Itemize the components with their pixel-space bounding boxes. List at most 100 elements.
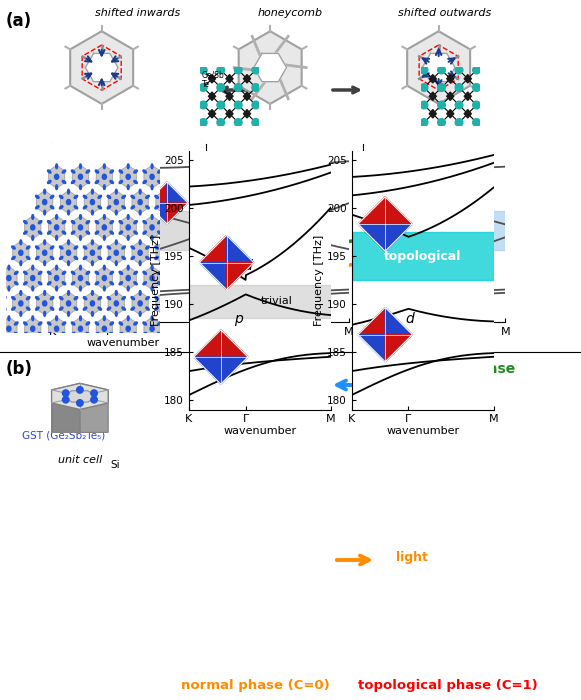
Y-axis label: Frequency [THz]: Frequency [THz] bbox=[151, 234, 162, 326]
Circle shape bbox=[31, 225, 35, 230]
Ellipse shape bbox=[143, 281, 146, 285]
Circle shape bbox=[455, 66, 463, 74]
X-axis label: wavenumber: wavenumber bbox=[398, 338, 471, 349]
Ellipse shape bbox=[86, 181, 89, 183]
Circle shape bbox=[252, 118, 260, 126]
Circle shape bbox=[66, 199, 71, 204]
Polygon shape bbox=[358, 335, 385, 362]
Polygon shape bbox=[447, 92, 454, 101]
Polygon shape bbox=[120, 267, 136, 289]
Polygon shape bbox=[464, 92, 471, 101]
Circle shape bbox=[31, 326, 35, 331]
Polygon shape bbox=[226, 110, 233, 118]
Circle shape bbox=[420, 118, 428, 126]
Ellipse shape bbox=[139, 189, 141, 194]
Circle shape bbox=[102, 225, 106, 230]
Circle shape bbox=[42, 199, 46, 204]
Y-axis label: frequency  (c/a): frequency (c/a) bbox=[12, 188, 21, 277]
Ellipse shape bbox=[103, 215, 105, 219]
Ellipse shape bbox=[44, 290, 46, 295]
Ellipse shape bbox=[27, 307, 30, 310]
Ellipse shape bbox=[155, 297, 159, 300]
Circle shape bbox=[234, 66, 242, 74]
Ellipse shape bbox=[122, 307, 125, 310]
Text: Ge/Sb
Te: Ge/Sb Te bbox=[202, 70, 224, 90]
Polygon shape bbox=[243, 110, 250, 118]
Polygon shape bbox=[88, 265, 109, 286]
Text: (b): (b) bbox=[6, 360, 33, 378]
Ellipse shape bbox=[119, 181, 123, 183]
Polygon shape bbox=[96, 216, 112, 239]
Ellipse shape bbox=[35, 297, 39, 300]
Circle shape bbox=[126, 276, 130, 281]
Ellipse shape bbox=[127, 337, 129, 342]
Ellipse shape bbox=[127, 185, 129, 190]
Text: C = 1: C = 1 bbox=[433, 158, 467, 171]
Circle shape bbox=[90, 250, 95, 255]
Polygon shape bbox=[221, 330, 248, 357]
Ellipse shape bbox=[107, 307, 110, 310]
Bar bbox=[363, 211, 505, 249]
Circle shape bbox=[234, 84, 242, 92]
Ellipse shape bbox=[151, 215, 153, 219]
Ellipse shape bbox=[38, 322, 42, 325]
Polygon shape bbox=[52, 384, 80, 433]
Ellipse shape bbox=[80, 185, 81, 190]
Ellipse shape bbox=[139, 210, 141, 215]
Circle shape bbox=[234, 101, 242, 109]
Circle shape bbox=[138, 301, 142, 306]
Ellipse shape bbox=[80, 164, 81, 169]
Ellipse shape bbox=[51, 195, 54, 198]
Ellipse shape bbox=[119, 281, 123, 285]
Circle shape bbox=[90, 301, 95, 306]
Ellipse shape bbox=[146, 206, 149, 209]
Ellipse shape bbox=[139, 312, 141, 316]
Ellipse shape bbox=[170, 246, 173, 249]
Circle shape bbox=[252, 101, 260, 109]
Ellipse shape bbox=[122, 206, 125, 209]
Ellipse shape bbox=[62, 332, 66, 335]
Polygon shape bbox=[70, 32, 133, 104]
Polygon shape bbox=[120, 216, 136, 239]
Ellipse shape bbox=[32, 337, 34, 342]
Ellipse shape bbox=[95, 231, 99, 234]
Polygon shape bbox=[84, 190, 101, 214]
Ellipse shape bbox=[103, 235, 105, 240]
Ellipse shape bbox=[146, 256, 149, 260]
Ellipse shape bbox=[151, 164, 153, 169]
Ellipse shape bbox=[27, 246, 30, 249]
X-axis label: wavenumber: wavenumber bbox=[386, 426, 459, 435]
Text: material: material bbox=[364, 365, 422, 378]
Polygon shape bbox=[209, 92, 216, 101]
Polygon shape bbox=[49, 317, 64, 340]
Circle shape bbox=[437, 66, 446, 74]
X-axis label: wavenumber: wavenumber bbox=[224, 426, 296, 435]
Ellipse shape bbox=[74, 307, 78, 310]
Ellipse shape bbox=[170, 256, 173, 260]
Polygon shape bbox=[458, 193, 479, 214]
Polygon shape bbox=[37, 292, 53, 315]
Ellipse shape bbox=[38, 272, 42, 274]
Polygon shape bbox=[436, 214, 458, 235]
Polygon shape bbox=[358, 307, 385, 335]
Circle shape bbox=[162, 301, 166, 306]
Circle shape bbox=[150, 276, 154, 281]
Circle shape bbox=[78, 225, 83, 230]
Ellipse shape bbox=[86, 231, 89, 234]
Polygon shape bbox=[429, 92, 436, 101]
Ellipse shape bbox=[48, 231, 51, 234]
X-axis label: wavenumber: wavenumber bbox=[241, 338, 314, 349]
Ellipse shape bbox=[151, 265, 153, 270]
Polygon shape bbox=[120, 165, 136, 188]
Text: a-phase: a-phase bbox=[454, 362, 516, 376]
Ellipse shape bbox=[119, 272, 123, 274]
Ellipse shape bbox=[134, 322, 137, 325]
Ellipse shape bbox=[127, 164, 129, 169]
Ellipse shape bbox=[71, 170, 75, 173]
Ellipse shape bbox=[163, 210, 165, 215]
Ellipse shape bbox=[95, 181, 99, 183]
Polygon shape bbox=[358, 197, 385, 224]
Polygon shape bbox=[458, 273, 479, 294]
Ellipse shape bbox=[103, 185, 105, 190]
Ellipse shape bbox=[127, 316, 129, 321]
